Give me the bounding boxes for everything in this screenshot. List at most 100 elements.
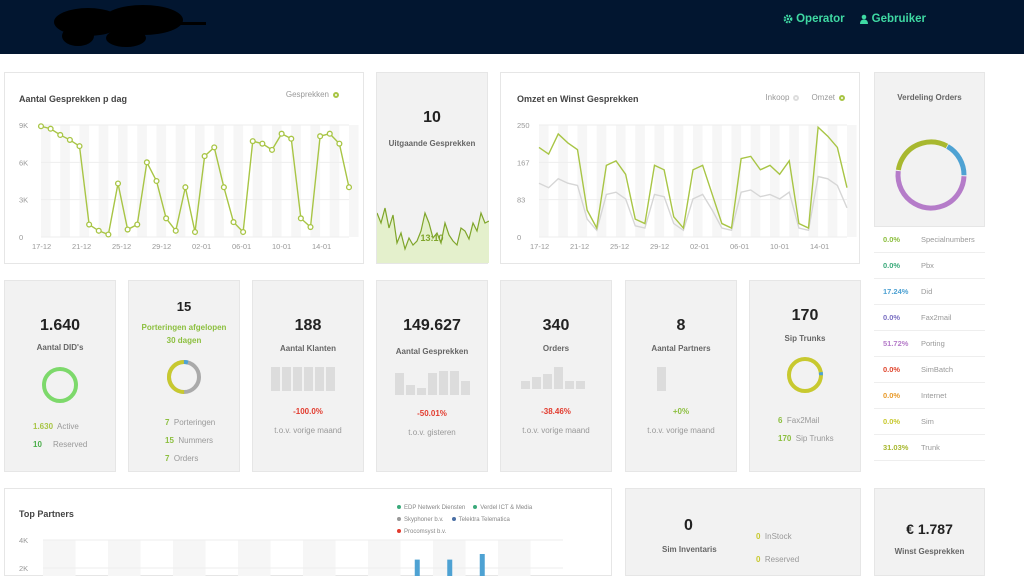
data-point bbox=[191, 228, 199, 236]
data-point bbox=[201, 153, 208, 160]
mini-bar bbox=[554, 367, 563, 389]
sip-donut bbox=[787, 357, 823, 393]
bar bbox=[414, 559, 420, 576]
orders-row: 0.0% Internet bbox=[874, 383, 985, 409]
count-row: 0 InStock bbox=[756, 525, 799, 548]
orders-row-pct: 0.0% bbox=[883, 261, 901, 270]
orders-row-name: Fax2mail bbox=[921, 313, 952, 322]
count-row: 7 Porteringen bbox=[165, 414, 215, 432]
orders-row-pct: 0.0% bbox=[883, 235, 901, 244]
grid-stripe bbox=[750, 125, 761, 237]
orders-label: Orders bbox=[542, 344, 570, 353]
count-label: Porteringen bbox=[169, 418, 216, 427]
gebruiker-menu[interactable]: Gebruiker bbox=[859, 13, 926, 25]
y-tick-label: 0 bbox=[19, 233, 23, 242]
top-partners-title: Top Partners bbox=[19, 509, 74, 519]
y-tick-label: 2K bbox=[19, 564, 28, 573]
klanten-card: 188 Aantal Klanten -100.0% t.o.v. vorige… bbox=[252, 280, 364, 472]
x-tick-label: 10-01 bbox=[770, 242, 789, 251]
x-tick-label: 29-12 bbox=[152, 242, 171, 251]
y-tick-label: 4K bbox=[19, 536, 28, 545]
y-tick-label: 167 bbox=[517, 158, 530, 167]
legend-item: Procomsyst b.v. bbox=[397, 526, 446, 538]
count-label: Fax2Mail bbox=[782, 416, 820, 425]
orders-change: -38.46% bbox=[541, 407, 571, 416]
grid-stripe bbox=[673, 125, 684, 237]
data-point bbox=[182, 184, 189, 191]
partners-note: t.o.v. vorige maand bbox=[647, 426, 715, 435]
x-tick-label: 29-12 bbox=[650, 242, 669, 251]
winst-card: € 1.787 Winst Gesprekken bbox=[874, 488, 985, 576]
grid-stripe bbox=[654, 125, 665, 237]
grid-stripe bbox=[770, 125, 780, 237]
orders-row-pct: 31.03% bbox=[883, 443, 909, 452]
orders-row: 51.72% Porting bbox=[874, 331, 985, 357]
legend-label: EDP Netwerk Diensten bbox=[404, 505, 466, 511]
grid-stripe bbox=[173, 540, 206, 576]
gesprekken-line-chart: 9K 6K 3K 0 17-12 21-12 25-12 29-12 02-01 06-01 10-… bbox=[19, 121, 359, 251]
uitgaande-card: 10 Uitgaande Gesprekken 13:10 bbox=[376, 72, 489, 264]
uitgaande-sparkline bbox=[377, 207, 489, 263]
orders-value: 340 bbox=[542, 317, 570, 334]
mini-bar bbox=[282, 367, 291, 391]
dids-active-row: 1.630 Active bbox=[33, 422, 79, 431]
count-label: Reserved bbox=[760, 555, 800, 564]
gesprekken-total-note: t.o.v. gisteren bbox=[408, 428, 456, 437]
orders-row-pct: 17.24% bbox=[883, 287, 909, 296]
verdeling-title: Verdeling Orders bbox=[897, 93, 962, 102]
data-point bbox=[163, 215, 170, 222]
x-tick-label: 06-01 bbox=[730, 242, 749, 251]
donut-slice bbox=[895, 139, 967, 211]
orders-row-name: Sim bbox=[921, 417, 934, 426]
operator-menu[interactable]: Operator bbox=[783, 13, 845, 25]
orders-row: 0.0% Pbx bbox=[874, 253, 985, 279]
data-point bbox=[105, 231, 112, 238]
count-row: 0 Reserved bbox=[756, 548, 799, 571]
legend-dot bbox=[397, 529, 401, 534]
data-point bbox=[172, 227, 179, 234]
x-tick-label: 25-12 bbox=[112, 242, 131, 251]
grid-stripe bbox=[118, 125, 128, 237]
grid-stripe bbox=[214, 125, 224, 237]
grid-stripe bbox=[238, 540, 271, 576]
data-point bbox=[268, 146, 276, 153]
data-point bbox=[345, 184, 353, 191]
gesprekken-total-card: 149.627 Aantal Gesprekken -50.01% t.o.v.… bbox=[376, 280, 488, 472]
count-label: InStock bbox=[760, 532, 792, 541]
data-point bbox=[249, 138, 256, 145]
data-point bbox=[259, 140, 266, 147]
mini-bar bbox=[304, 367, 313, 391]
grid-stripe bbox=[349, 125, 359, 237]
y-tick-label: 3K bbox=[19, 196, 28, 205]
count-value: 7 bbox=[165, 454, 170, 463]
grid-stripe bbox=[693, 125, 703, 237]
klanten-label: Aantal Klanten bbox=[279, 344, 336, 353]
company-logo[interactable] bbox=[48, 0, 208, 54]
winst-label: Winst Gesprekken bbox=[894, 547, 965, 556]
mini-bar bbox=[395, 373, 404, 395]
klanten-note: t.o.v. vorige maand bbox=[274, 426, 342, 435]
orders-row-pct: 51.72% bbox=[883, 339, 909, 348]
orders-row-name: Did bbox=[921, 287, 933, 296]
legend-omzet: Omzet bbox=[811, 93, 845, 102]
x-tick-label: 10-01 bbox=[272, 242, 291, 251]
grid-stripe bbox=[175, 125, 186, 237]
mini-bar bbox=[461, 380, 470, 395]
operator-label: Operator bbox=[796, 13, 845, 25]
x-tick-label: 14-01 bbox=[810, 242, 829, 251]
series-line bbox=[538, 125, 848, 231]
grid-stripe bbox=[98, 125, 109, 237]
grid-stripe bbox=[233, 125, 244, 237]
legend-item: Skyphoner b.v. bbox=[397, 514, 444, 526]
orders-row-name: Internet bbox=[921, 391, 947, 400]
orders-row: 0.0% Fax2mail bbox=[874, 305, 985, 331]
sip-label: Sip Trunks bbox=[784, 334, 826, 343]
orders-note: t.o.v. vorige maand bbox=[522, 426, 590, 435]
partners-value: 8 bbox=[676, 317, 686, 334]
legend-inkoop: Inkoop bbox=[765, 93, 800, 102]
legend-dot bbox=[397, 517, 401, 522]
data-point bbox=[317, 133, 324, 140]
partners-change: +0% bbox=[672, 407, 690, 416]
partners-card: 8 Aantal Partners +0% t.o.v. vorige maan… bbox=[625, 280, 737, 472]
